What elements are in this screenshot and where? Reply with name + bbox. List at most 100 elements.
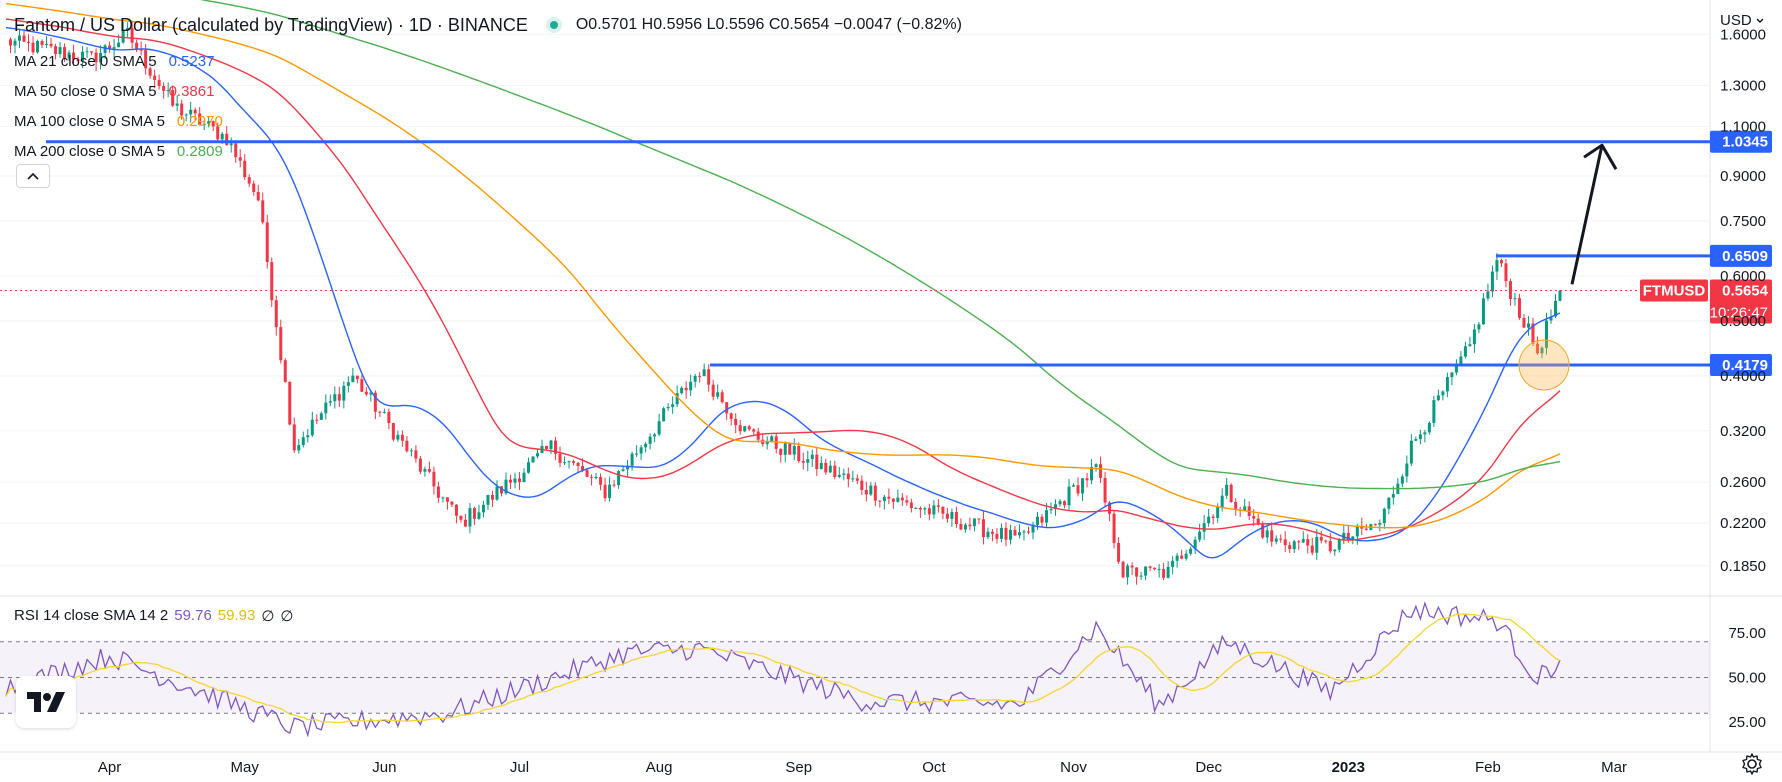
candle-body [423, 469, 427, 472]
symbol-title[interactable]: Fantom / US Dollar (calculated by Tradin… [14, 14, 528, 35]
candle-body [1189, 548, 1193, 554]
candle-body [972, 518, 976, 527]
candle-body [301, 437, 305, 446]
candle-body [860, 480, 864, 490]
candle-body [463, 519, 467, 527]
candle-body [351, 375, 355, 383]
tradingview-logo-icon[interactable] [16, 676, 76, 728]
ma-legend-row[interactable]: MA 21 close 0 SMA 5 0.5237 [14, 46, 223, 76]
candle-body [432, 471, 436, 487]
ma-legend-name: MA 100 close 0 SMA 5 [14, 112, 165, 130]
price-tag-label: 0.6509 [1722, 248, 1768, 265]
candle-body [1153, 567, 1157, 570]
candle-body [896, 497, 900, 502]
candle-body [1454, 366, 1458, 373]
candle-body [1193, 539, 1197, 549]
time-axis-tick: Aug [646, 759, 673, 776]
symbol-tag-bg [1640, 279, 1708, 302]
candle-body [1063, 501, 1067, 506]
chevron-up-icon [27, 172, 39, 180]
candle-body [225, 133, 229, 146]
candle-body [1234, 501, 1238, 510]
rsi-legend[interactable]: RSI 14 close SMA 14 2 59.76 59.93 ∅ ∅ [14, 607, 294, 625]
chart-header: Fantom / US Dollar (calculated by Tradin… [14, 14, 962, 36]
ma-legend-row[interactable]: MA 200 close 0 SMA 5 0.2809 [14, 136, 223, 166]
candle-body [1090, 466, 1094, 481]
candle-body [1351, 536, 1355, 540]
ma-legend-row[interactable]: MA 100 close 0 SMA 5 0.2970 [14, 106, 223, 136]
candle-body [725, 402, 729, 414]
candle-body [1022, 531, 1026, 533]
candle-body [175, 103, 179, 106]
candle-body [702, 369, 706, 377]
candle-body [549, 440, 553, 449]
candle-body [743, 426, 747, 432]
candle-body [166, 90, 170, 92]
candle-body [405, 440, 409, 452]
candle-body [1175, 555, 1179, 561]
candle-body [1139, 575, 1143, 577]
candle-body [1477, 324, 1481, 330]
candle-body [783, 443, 787, 455]
settings-gear-icon[interactable] [1740, 752, 1764, 776]
ma-legend-name: MA 200 close 0 SMA 5 [14, 142, 165, 160]
candle-body [729, 413, 733, 419]
collapse-legend-button[interactable] [16, 164, 50, 188]
candle-body [495, 486, 499, 500]
candle-body [666, 406, 670, 409]
candle-body [779, 448, 783, 455]
market-status-icon[interactable] [545, 17, 562, 33]
candle-body [1373, 524, 1377, 526]
candle-body [1270, 530, 1274, 542]
candle-body [801, 461, 805, 463]
candle-body [117, 42, 121, 48]
candle-body [968, 524, 972, 527]
candle-body [85, 51, 89, 53]
candle-body [180, 103, 184, 116]
candle-body [1067, 486, 1071, 506]
candle-body [18, 35, 22, 41]
rsi-sma-value: 59.93 [217, 607, 256, 624]
candle-body [1166, 566, 1170, 578]
candle-body [99, 52, 103, 63]
candle-body [1544, 320, 1548, 348]
candle-body [1076, 485, 1080, 494]
candle-body [545, 445, 549, 449]
candle-body [567, 461, 571, 463]
time-axis-tick: Mar [1601, 759, 1627, 776]
candle-body [648, 436, 652, 444]
candle-body [220, 133, 224, 140]
candle-body [144, 50, 148, 69]
candle-body [846, 473, 850, 480]
candle-body [612, 484, 616, 486]
candle-body [671, 404, 675, 407]
candle-body [675, 393, 679, 405]
candle-body [909, 502, 913, 509]
candle-body [644, 443, 648, 448]
time-axis-tick: Oct [922, 759, 946, 776]
candle-body [990, 531, 994, 534]
candle-body [1072, 485, 1076, 487]
currency-selector[interactable]: USD [1720, 12, 1765, 29]
candle-body [887, 496, 891, 499]
candle-body [310, 419, 314, 436]
price-tag-bg [1710, 130, 1772, 153]
time-axis-tick: Apr [98, 759, 121, 776]
candle-body [346, 382, 350, 386]
candle-body [22, 35, 26, 42]
candle-body [626, 465, 630, 470]
candle-body [608, 484, 612, 499]
candle-body [1414, 439, 1418, 441]
candle-body [1252, 516, 1256, 519]
candle-body [1049, 509, 1053, 511]
ma-legend-row[interactable]: MA 50 close 0 SMA 5 0.3861 [14, 76, 223, 106]
candle-body [842, 473, 846, 475]
candle-body [468, 508, 472, 527]
last-price-tag-bg [1710, 279, 1772, 324]
candle-body [824, 462, 828, 473]
candle-body [256, 191, 260, 201]
candle-body [1301, 539, 1305, 543]
